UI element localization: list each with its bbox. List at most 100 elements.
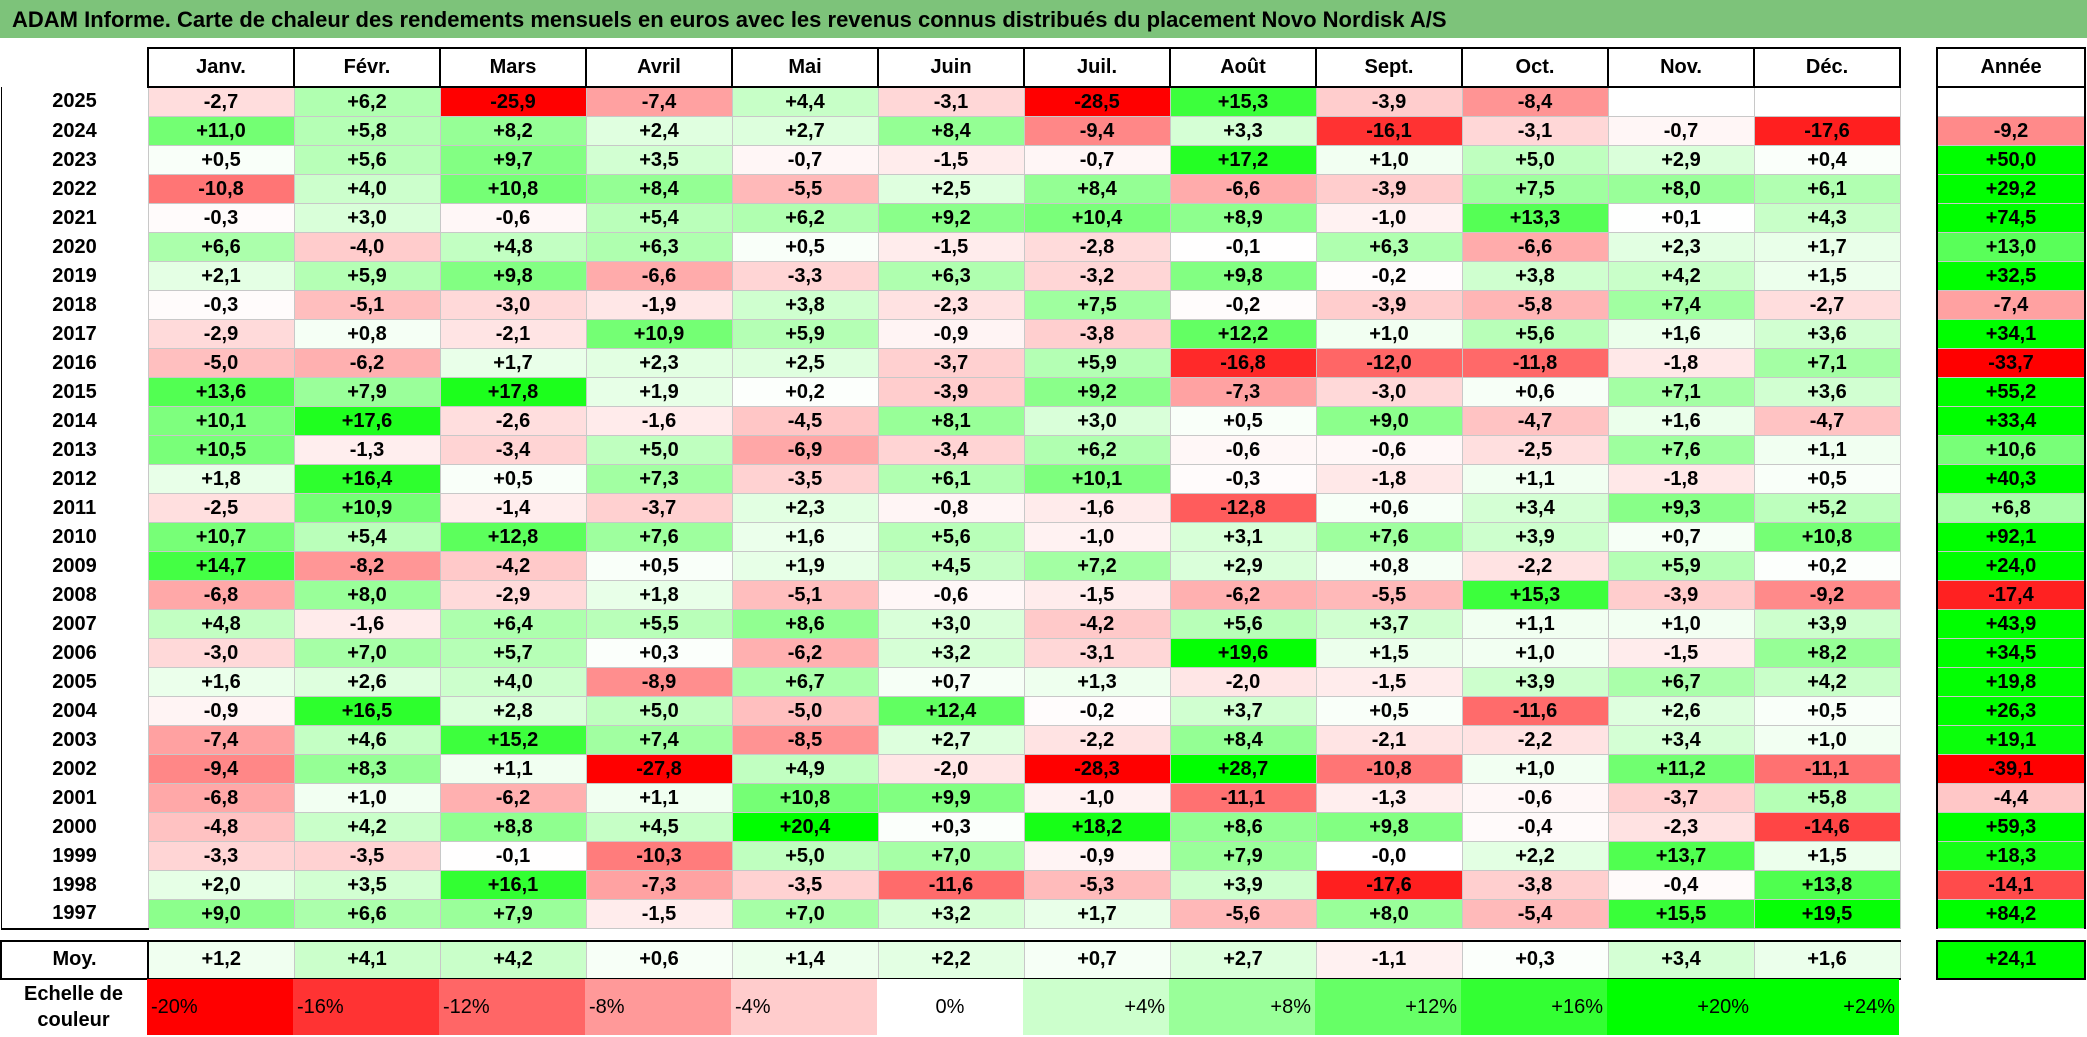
heatmap-cell: +0,5 bbox=[147, 145, 295, 175]
heatmap-cell: +5,0 bbox=[585, 435, 733, 465]
heatmap-cell: -5,1 bbox=[731, 580, 879, 610]
heatmap-cell: +0,5 bbox=[1169, 406, 1317, 436]
heatmap-cell: +2,7 bbox=[877, 725, 1025, 755]
heatmap-cell: -1,3 bbox=[1315, 783, 1463, 813]
column-gap bbox=[1900, 319, 1937, 349]
year-label: 1998 bbox=[0, 870, 148, 900]
heatmap-cell: +3,8 bbox=[731, 290, 879, 320]
heatmap-cell: -2,2 bbox=[1461, 551, 1609, 581]
heatmap-cell: +18,2 bbox=[1023, 812, 1171, 842]
heatmap-cell: -6,2 bbox=[1169, 580, 1317, 610]
heatmap-cell: -3,7 bbox=[1607, 783, 1755, 813]
heatmap-cell: +1,5 bbox=[1753, 261, 1901, 291]
year-label: 2004 bbox=[0, 696, 148, 726]
heatmap-cell: +5,8 bbox=[293, 116, 441, 146]
heatmap-cell: +2,3 bbox=[1607, 232, 1755, 262]
annual-cell: +26,3 bbox=[1936, 696, 2086, 726]
heatmap-cell: -3,5 bbox=[731, 870, 879, 900]
heatmap-cell: -16,8 bbox=[1169, 348, 1317, 378]
year-label: 2002 bbox=[0, 754, 148, 784]
year-label: 2015 bbox=[0, 377, 148, 407]
table-row: 2014 +10,1 +17,6 -2,6 -1,6 -4,5 +8,1 +3,0 +0,5 +9… bbox=[0, 406, 2086, 436]
annual-cell: +43,9 bbox=[1936, 609, 2086, 639]
heatmap-cell: -4,2 bbox=[1023, 609, 1171, 639]
heatmap-cell: -1,3 bbox=[293, 435, 441, 465]
month-header-7: Juil. bbox=[1023, 47, 1171, 88]
heatmap-cell: +7,6 bbox=[1315, 522, 1463, 552]
heatmap-cell: -1,5 bbox=[877, 145, 1025, 175]
column-gap bbox=[1900, 841, 1937, 871]
heatmap-cell: -5,3 bbox=[1023, 870, 1171, 900]
heatmap-cell: +3,9 bbox=[1461, 667, 1609, 697]
table-row: 1998 +2,0 +3,5 +16,1 -7,3 -3,5 -11,6 -5,3 +3,9 -1… bbox=[0, 870, 2086, 900]
heatmap-cell: +1,1 bbox=[1461, 609, 1609, 639]
heatmap-cell: +3,1 bbox=[1169, 522, 1317, 552]
heatmap-cell: +0,3 bbox=[585, 638, 733, 668]
heatmap-cell: -5,5 bbox=[731, 174, 879, 204]
heatmap-cell: +2,3 bbox=[585, 348, 733, 378]
heatmap-cell: -2,3 bbox=[1607, 812, 1755, 842]
color-scale-stop: -16% bbox=[293, 979, 439, 1035]
heatmap-cell: -9,2 bbox=[1753, 580, 1901, 610]
heatmap-table: Janv. Févr. Mars Avril Mai Juin Juil. Août Sept.… bbox=[0, 47, 2086, 980]
annual-cell: -4,4 bbox=[1936, 783, 2086, 813]
heatmap-cell: -0,3 bbox=[147, 290, 295, 320]
heatmap-cell: +10,7 bbox=[147, 522, 295, 552]
column-gap bbox=[1900, 725, 1937, 755]
heatmap-cell: +1,0 bbox=[1607, 609, 1755, 639]
heatmap-cell: -27,8 bbox=[585, 754, 733, 784]
heatmap-cell: -1,4 bbox=[439, 493, 587, 523]
year-label: 2018 bbox=[0, 290, 148, 320]
heatmap-cell: +16,1 bbox=[439, 870, 587, 900]
year-label: 2006 bbox=[0, 638, 148, 668]
heatmap-cell: -25,9 bbox=[439, 86, 587, 117]
annual-cell: +40,3 bbox=[1936, 464, 2086, 494]
heatmap-cell: +12,4 bbox=[877, 696, 1025, 726]
mean-cell: -1,1 bbox=[1315, 939, 1463, 980]
mean-cell: +4,2 bbox=[439, 939, 587, 980]
heatmap-cell: +8,4 bbox=[1169, 725, 1317, 755]
heatmap-cell: -0,2 bbox=[1023, 696, 1171, 726]
heatmap-cell: +1,1 bbox=[585, 783, 733, 813]
heatmap-cell: -11,6 bbox=[877, 870, 1025, 900]
column-gap bbox=[1900, 406, 1937, 436]
annual-cell: -17,4 bbox=[1936, 580, 2086, 610]
heatmap-cell: -3,9 bbox=[1315, 290, 1463, 320]
annual-header: Année bbox=[1936, 47, 2086, 88]
heatmap-cell: -0,2 bbox=[1169, 290, 1317, 320]
annual-cell: +92,1 bbox=[1936, 522, 2086, 552]
heatmap-cell: +2,2 bbox=[1461, 841, 1609, 871]
heatmap-cell: +6,6 bbox=[147, 232, 295, 262]
heatmap-cell: +8,4 bbox=[1023, 174, 1171, 204]
heatmap-cell: +3,0 bbox=[877, 609, 1025, 639]
year-label: 2017 bbox=[0, 319, 148, 349]
heatmap-cell: -1,6 bbox=[1023, 493, 1171, 523]
heatmap-cell: +4,5 bbox=[585, 812, 733, 842]
month-header-9: Sept. bbox=[1315, 47, 1463, 88]
heatmap-cell: -2,1 bbox=[1315, 725, 1463, 755]
heatmap-cell: -5,0 bbox=[147, 348, 295, 378]
heatmap-cell: -2,7 bbox=[147, 86, 295, 117]
heatmap-cell: +10,9 bbox=[293, 493, 441, 523]
heatmap-cell: -3,9 bbox=[1607, 580, 1755, 610]
mean-cell: +1,6 bbox=[1753, 939, 1901, 980]
heatmap-cell: -2,8 bbox=[1023, 232, 1171, 262]
heatmap-cell: +6,6 bbox=[293, 899, 441, 929]
year-label: 2022 bbox=[0, 174, 148, 204]
heatmap-cell: +4,2 bbox=[1607, 261, 1755, 291]
column-gap bbox=[1900, 812, 1937, 842]
heatmap-cell: +3,5 bbox=[293, 870, 441, 900]
heatmap-cell: +10,8 bbox=[439, 174, 587, 204]
heatmap-cell: +4,9 bbox=[731, 754, 879, 784]
heatmap-cell: -0,7 bbox=[1607, 116, 1755, 146]
heatmap-cell: -3,9 bbox=[1315, 174, 1463, 204]
heatmap-cell: -1,0 bbox=[1023, 522, 1171, 552]
table-row: 2025 -2,7 +6,2 -25,9 -7,4 +4,4 -3,1 -28,5 +15,3-… bbox=[0, 86, 2086, 117]
heatmap-cell: +1,0 bbox=[293, 783, 441, 813]
heatmap-cell: +5,0 bbox=[585, 696, 733, 726]
heatmap-cell: +10,8 bbox=[1753, 522, 1901, 552]
heatmap-cell: +15,2 bbox=[439, 725, 587, 755]
heatmap-cell: +1,0 bbox=[1315, 145, 1463, 175]
heatmap-cell: +8,6 bbox=[1169, 812, 1317, 842]
mean-cell: +0,7 bbox=[1023, 939, 1171, 980]
